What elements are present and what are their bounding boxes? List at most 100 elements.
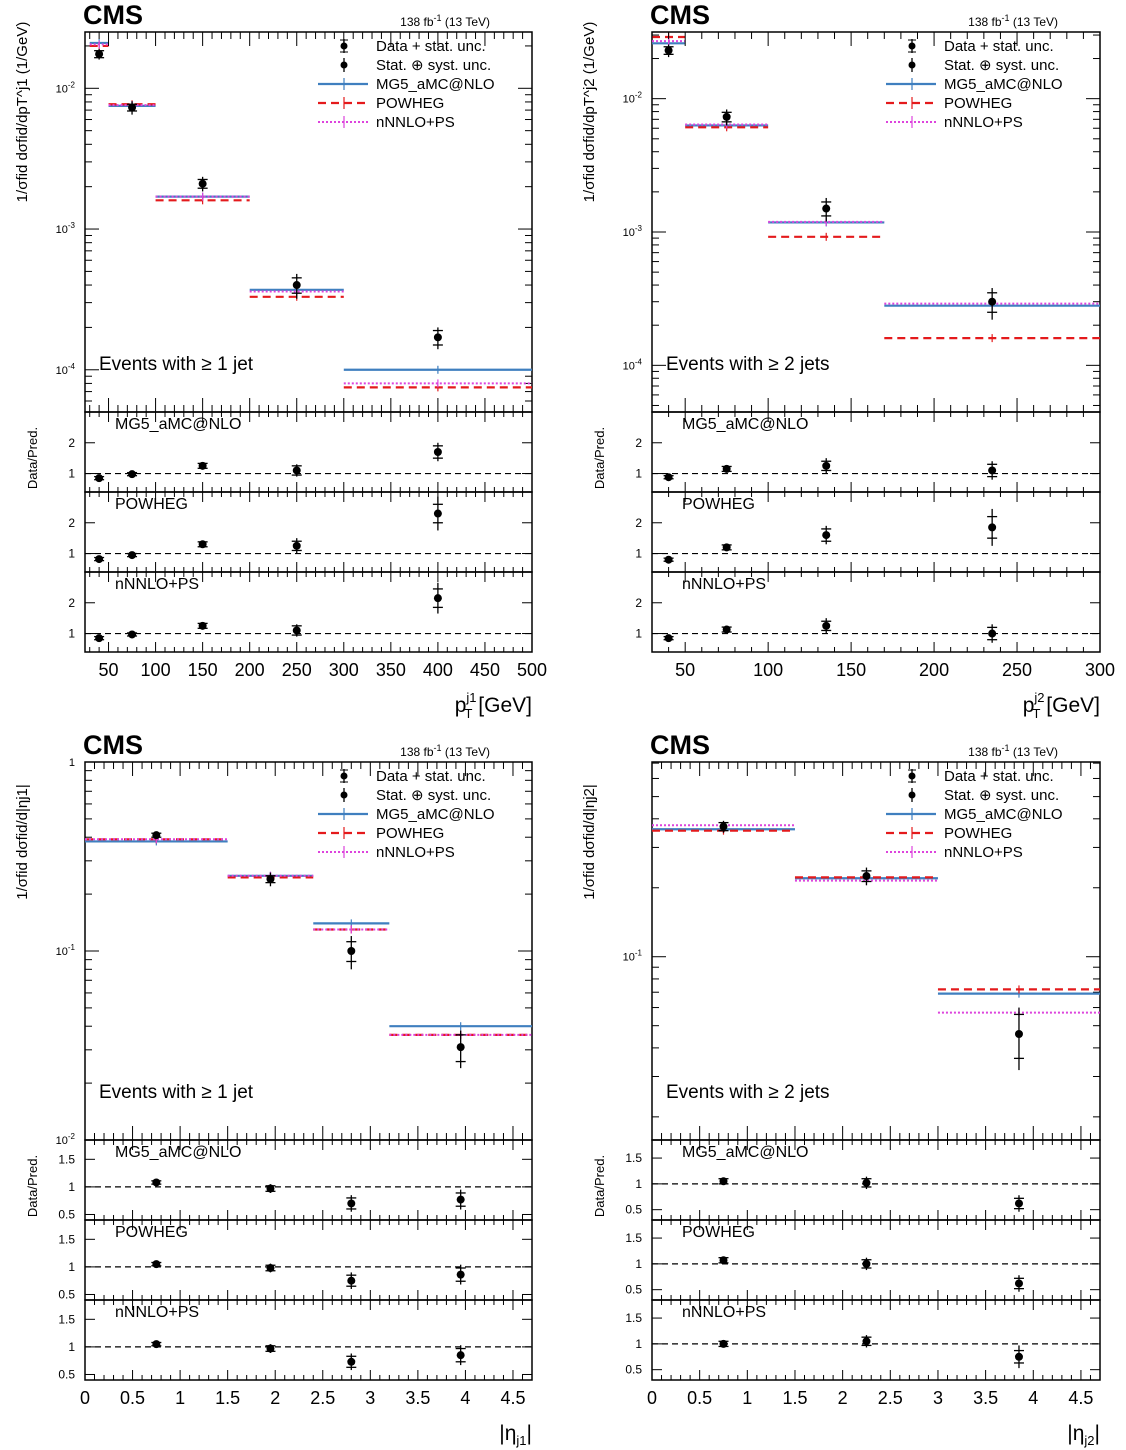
panel-annotation: Events with ≥ 1 jet [99,354,254,375]
x-label-sub: T [465,706,473,721]
ratio-point [664,555,673,564]
panel-annotation: Events with ≥ 2 jets [666,354,830,375]
ratio-y-tick-label: 1 [68,1340,75,1354]
ratio-y-tick-label: 2 [68,516,75,530]
ratio-point [719,1339,728,1348]
y-tick-base: 10 [623,952,635,964]
ratio-point [1014,1352,1023,1361]
ratio-point [456,1270,465,1279]
ratio-panel-label: POWHEG [682,1224,755,1241]
y-tick-label: 10-4 [623,357,643,372]
x-tick-label: 100 [141,660,171,680]
x-label-sub: j2 [1083,1433,1094,1448]
y-tick-label: 10-3 [623,224,643,239]
ratio-point [862,1259,871,1268]
lumi-rest: (13 TeV) [1010,745,1058,759]
legend-entry-4: POWHEG [376,95,444,112]
x-label-sub: T [1033,706,1041,721]
y-tick-label: 10-2 [56,1132,76,1147]
x-tick-label: 2 [838,1388,848,1408]
x-tick-label: 2 [270,1388,280,1408]
legend-entry-4: POWHEG [944,825,1012,842]
y-tick-exp: -3 [635,224,643,233]
data-point-4 [292,281,301,290]
ratio-y-tick-label: 1.5 [625,1231,642,1245]
lumi-sup: -1 [434,13,442,23]
y-axis-label: 1/σfid dσfid/dpT^j2 (1/GeV) [581,22,598,203]
legend-entry-3: MG5_aMC@NLO [944,806,1063,823]
y-tick-base: 10 [56,1135,68,1147]
ratio-point [722,625,731,634]
ratio-y-tick-label: 1.5 [625,1151,642,1165]
y-tick-label: 10-4 [56,362,76,377]
ratio-y-tick-label: 0.5 [58,1287,75,1301]
x-tick-label: 300 [1085,660,1115,680]
y-tick-label: 10-2 [56,80,76,95]
ratio-panel-label: POWHEG [682,496,755,513]
ratio-y-tick-label: 2 [635,516,642,530]
ratio-point [198,540,207,549]
lumi-main: 138 fb [968,745,1002,759]
panel-annotation: Events with ≥ 1 jet [99,1082,254,1103]
ratio-point [722,464,731,473]
legend-entry-2: Stat. ⊕ syst. unc. [376,57,491,74]
ratio-point [292,466,301,475]
cms-label: CMS [83,730,143,760]
ratio-point [822,621,831,630]
ratio-panel-label: nNNLO+PS [115,576,199,593]
ratio-point [456,1351,465,1360]
ratio-panel-label: MG5_aMC@NLO [682,1144,809,1161]
y-tick-exp: -1 [635,949,643,958]
x-label-main: p [455,694,467,717]
x-label-main: |η [1067,1422,1084,1445]
x-tick-label: 300 [329,660,359,680]
x-label-unit: [GeV] [1040,694,1100,717]
ratio-y-tick-label: 1.5 [58,1232,75,1246]
x-label-main: p [1023,694,1035,717]
legend-total-marker [340,791,348,799]
ratio-y-tick-label: 0.5 [58,1367,75,1381]
ratio-point [433,594,442,603]
legend-total-marker [908,791,916,799]
ratio-y-tick-label: 0.5 [625,1203,642,1217]
ratio-panel-label: MG5_aMC@NLO [682,416,809,433]
ratio-y-tick-label: 1 [68,547,75,561]
ratio-y-tick-label: 2 [68,436,75,450]
data-point-2 [862,872,871,881]
ratio-point [664,473,673,482]
ratio-panel-frame-3 [84,571,533,653]
x-tick-label: 3 [365,1388,375,1408]
x-tick-label: 450 [470,660,500,680]
y-axis-label: 1/σfid dσfid/d|ηj1| [14,784,31,900]
ratio-point [347,1199,356,1208]
legend-total-marker [908,61,916,69]
ratio-point [822,461,831,470]
ratio-point [719,1177,728,1186]
legend-entry-4: POWHEG [944,95,1012,112]
legend-entry-5: nNNLO+PS [944,114,1023,131]
x-tick-label: 100 [753,660,783,680]
x-tick-label: 1 [175,1388,185,1408]
y-axis-label: 1/σfid dσfid/dpT^j1 (1/GeV) [14,22,31,203]
chart-panel-2: CMS 138 fb-1 (13 TeV)10-410-310-21/σfid d… [581,0,1115,721]
ratio-point [198,461,207,470]
legend-entry-3: MG5_aMC@NLO [944,76,1063,93]
y-tick-base: 10 [56,365,68,377]
y-tick-base: 10 [56,83,68,95]
lumi-main: 138 fb [968,15,1002,29]
x-tick-label: 0.5 [687,1388,712,1408]
legend-entry-3: MG5_aMC@NLO [376,76,495,93]
legend-entry-3: MG5_aMC@NLO [376,806,495,823]
ratio-y-tick-label: 1 [68,1260,75,1274]
legend-total-marker [340,61,348,69]
y-tick-base: 10 [56,224,68,236]
x-axis-label: pj2 T [GeV] [1023,690,1100,721]
ratio-point [988,629,997,638]
x-tick-label: 4 [460,1388,470,1408]
y-axis-label: 1/σfid dσfid/d|ηj2| [581,784,598,900]
data-point-5 [433,333,442,342]
x-tick-label: 50 [99,660,119,680]
legend-data-marker [908,42,916,50]
y-tick-label: 1 [69,757,75,769]
ratio-point [95,474,104,483]
